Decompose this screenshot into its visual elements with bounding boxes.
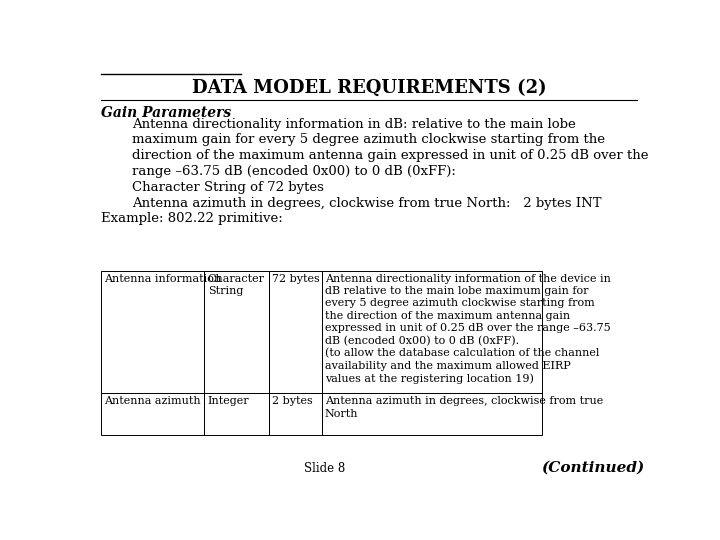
Text: Antenna directionality information of the device in
dB relative to the main lobe: Antenna directionality information of th… <box>325 274 611 384</box>
Text: Antenna azimuth: Antenna azimuth <box>104 396 201 406</box>
Text: direction of the maximum antenna gain expressed in unit of 0.25 dB over the: direction of the maximum antenna gain ex… <box>132 149 648 162</box>
Text: 72 bytes: 72 bytes <box>272 274 320 284</box>
Bar <box>322 271 542 393</box>
Text: Example: 802.22 primitive:: Example: 802.22 primitive: <box>101 212 283 225</box>
Text: Slide 8: Slide 8 <box>304 462 345 475</box>
Text: maximum gain for every 5 degree azimuth clockwise starting from the: maximum gain for every 5 degree azimuth … <box>132 133 605 146</box>
Text: (Continued): (Continued) <box>541 461 644 475</box>
Text: Character String of 72 bytes: Character String of 72 bytes <box>132 181 324 194</box>
Bar <box>269 393 322 435</box>
Text: Antenna directionality information in dB: relative to the main lobe: Antenna directionality information in dB… <box>132 118 575 131</box>
Bar <box>204 271 269 393</box>
Bar <box>322 393 542 435</box>
Text: 2 bytes: 2 bytes <box>272 396 312 406</box>
Text: Antenna azimuth in degrees, clockwise from true
North: Antenna azimuth in degrees, clockwise fr… <box>325 396 603 419</box>
Bar <box>204 393 269 435</box>
Text: range –63.75 dB (encoded 0x00) to 0 dB (0xFF):: range –63.75 dB (encoded 0x00) to 0 dB (… <box>132 165 456 178</box>
Text: Character
String: Character String <box>208 274 265 296</box>
Text: Antenna azimuth in degrees, clockwise from true North:   2 bytes INT: Antenna azimuth in degrees, clockwise fr… <box>132 197 601 210</box>
Bar <box>101 271 204 393</box>
Text: Integer: Integer <box>208 396 249 406</box>
Text: DATA MODEL REQUIREMENTS (2): DATA MODEL REQUIREMENTS (2) <box>192 79 546 97</box>
Bar <box>269 271 322 393</box>
Bar <box>101 393 204 435</box>
Text: Antenna information: Antenna information <box>104 274 222 284</box>
Text: Gain Parameters: Gain Parameters <box>101 106 231 120</box>
